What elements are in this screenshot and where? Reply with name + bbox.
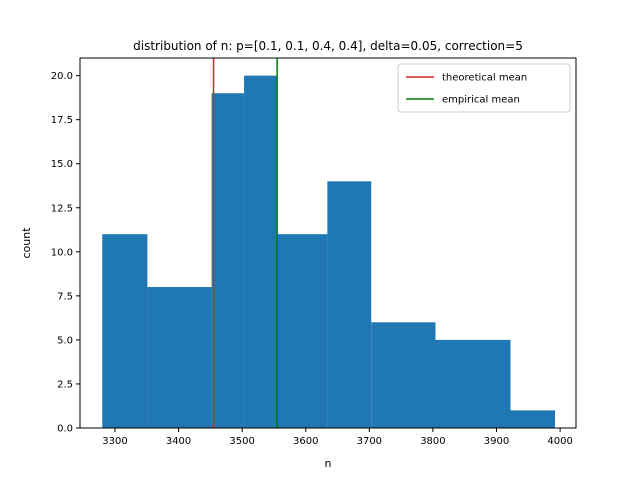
bars-group <box>102 75 556 428</box>
histogram-bar <box>435 339 511 428</box>
y-tick-label: 17.5 <box>51 115 73 126</box>
x-tick-label: 4000 <box>547 436 572 447</box>
y-tick-label: 5.0 <box>57 335 73 346</box>
legend: theoretical mean empirical mean <box>397 63 571 113</box>
y-tick-label: 15.0 <box>51 159 73 170</box>
histogram-bar <box>147 287 212 428</box>
x-axis-label: n <box>325 457 332 470</box>
x-tick-label: 3800 <box>420 436 445 447</box>
x-tick-label: 3600 <box>293 436 318 447</box>
y-tick-label: 20.0 <box>51 71 73 82</box>
histogram-bar <box>510 410 556 428</box>
histogram-bar <box>371 322 436 428</box>
x-tick-label: 3300 <box>102 436 127 447</box>
histogram-bar <box>327 181 372 428</box>
x-tick-label: 3500 <box>229 436 254 447</box>
legend-label: empirical mean <box>442 95 520 106</box>
mean-lines-group <box>212 58 278 428</box>
x-tick-label: 3900 <box>484 436 509 447</box>
histogram-bar <box>244 75 278 428</box>
legend-box <box>397 63 571 113</box>
chart-title: distribution of n: p=[0.1, 0.1, 0.4, 0.4… <box>133 39 523 53</box>
histogram-bar <box>277 234 328 428</box>
y-tick-label: 2.5 <box>57 379 73 390</box>
y-tick-label: 12.5 <box>51 203 73 214</box>
histogram-bar <box>211 93 245 428</box>
y-tick-label: 7.5 <box>57 291 73 302</box>
y-tick-label: 0.0 <box>57 424 73 435</box>
y-axis-label: count <box>20 227 33 259</box>
legend-label: theoretical mean <box>442 73 527 84</box>
axes-frame <box>79 57 577 429</box>
histogram-bar <box>102 234 148 428</box>
y-tick-label: 10.0 <box>51 247 73 258</box>
x-tick-label: 3700 <box>357 436 382 447</box>
y-axis-ticks: 0.0 2.5 5.0 7.5 10.0 12.5 15.0 17.5 20.0 <box>51 71 80 435</box>
x-tick-label: 3400 <box>166 436 191 447</box>
x-axis-ticks: 3300 3400 3500 3600 3700 3800 3900 4000 <box>102 428 573 447</box>
